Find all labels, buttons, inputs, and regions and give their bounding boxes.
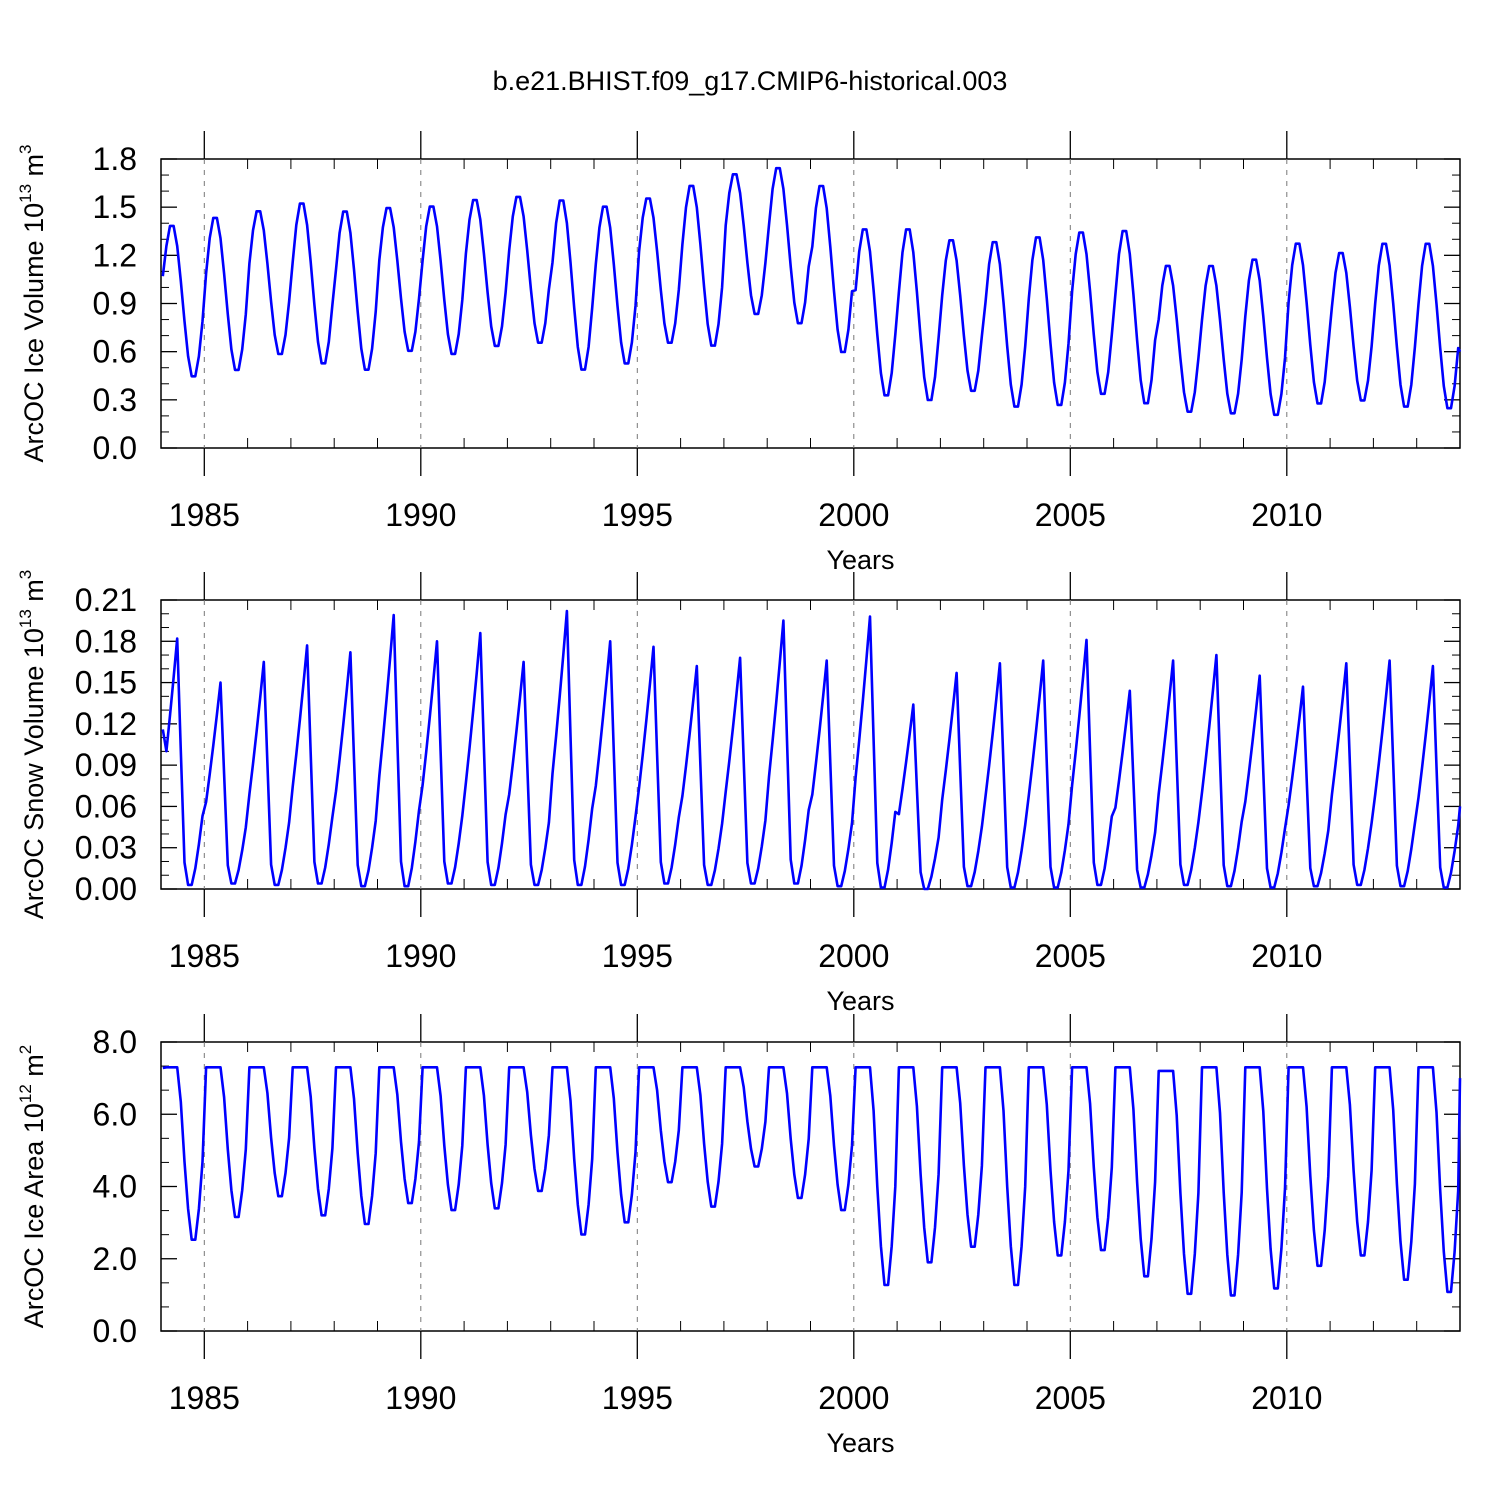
x-tick-label-2005: 2005 [1035, 1380, 1106, 1416]
x-tick-label-2010: 2010 [1251, 938, 1322, 974]
y-tick-label: 1.8 [93, 141, 137, 177]
y-tick-label: 0.6 [93, 334, 137, 370]
panel-ice_area: 1985 1990 1995 2000 2005 2010 0.0 2.0 4.0 6.0 8.0 Y… [16, 1014, 1462, 1458]
y-tick-label: 0.12 [75, 706, 137, 742]
x-tick-label-1995: 1995 [602, 1380, 673, 1416]
y-axis-label: ArcOC Snow Volume 1013 m3 [16, 570, 49, 920]
panels: 1985 1990 1995 2000 2005 2010 0.0 0.3 0.6 0.9 1.2 1… [16, 131, 1462, 1458]
x-tick-label-2005: 2005 [1035, 497, 1106, 533]
x-axis-label: Years [826, 986, 894, 1016]
y-tick-label: 0.00 [75, 871, 137, 907]
y-tick-label: 0.09 [75, 747, 137, 783]
y-tick-label: 0.0 [93, 430, 137, 466]
x-tick-label-1990: 1990 [385, 938, 456, 974]
series-line-snow_volume [161, 609, 1462, 891]
x-tick-label-2005: 2005 [1035, 938, 1106, 974]
y-axis-label: ArcOC Ice Area 1012 m2 [16, 1045, 49, 1329]
x-axis-label: Years [826, 1428, 894, 1458]
y-tick-label: 0.03 [75, 830, 137, 866]
y-tick-label: 2.0 [93, 1241, 137, 1277]
y-tick-label: 0.9 [93, 286, 137, 322]
x-tick-label-2000: 2000 [818, 1380, 889, 1416]
x-tick-label-2010: 2010 [1251, 1380, 1322, 1416]
x-tick-label-2010: 2010 [1251, 497, 1322, 533]
series-line-ice_volume [161, 166, 1462, 417]
series-line-ice_area [162, 1066, 1462, 1297]
x-tick-label-2000: 2000 [818, 497, 889, 533]
y-tick-label: 0.06 [75, 788, 137, 824]
x-tick-label-1995: 1995 [602, 938, 673, 974]
x-tick-label-1990: 1990 [385, 1380, 456, 1416]
x-axis-label: Years [826, 545, 894, 575]
x-tick-label-1995: 1995 [602, 497, 673, 533]
x-tick-label-1990: 1990 [385, 497, 456, 533]
y-tick-label: 4.0 [93, 1169, 137, 1205]
y-tick-label: 0.21 [75, 582, 137, 618]
y-tick-label: 8.0 [93, 1024, 137, 1060]
x-tick-label-1985: 1985 [169, 1380, 240, 1416]
panel-ice_volume: 1985 1990 1995 2000 2005 2010 0.0 0.3 0.6 0.9 1.2 1… [16, 131, 1462, 575]
y-tick-label: 0.0 [93, 1313, 137, 1349]
x-tick-label-1985: 1985 [169, 497, 240, 533]
y-tick-label: 0.3 [93, 382, 137, 418]
y-tick-label: 1.2 [93, 237, 137, 273]
figure-title: b.e21.BHIST.f09_g17.CMIP6-historical.003 [493, 66, 1008, 96]
y-tick-label: 0.18 [75, 623, 137, 659]
y-tick-label: 0.15 [75, 665, 137, 701]
x-tick-label-2000: 2000 [818, 938, 889, 974]
y-tick-label: 1.5 [93, 189, 137, 225]
x-tick-label-1985: 1985 [169, 938, 240, 974]
panel-snow_volume: 1985 1990 1995 2000 2005 2010 0.00 0.03 0.06 0.09… [16, 570, 1462, 1016]
y-axis-label: ArcOC Ice Volume 1013 m3 [16, 144, 49, 462]
y-tick-label: 6.0 [93, 1096, 137, 1132]
